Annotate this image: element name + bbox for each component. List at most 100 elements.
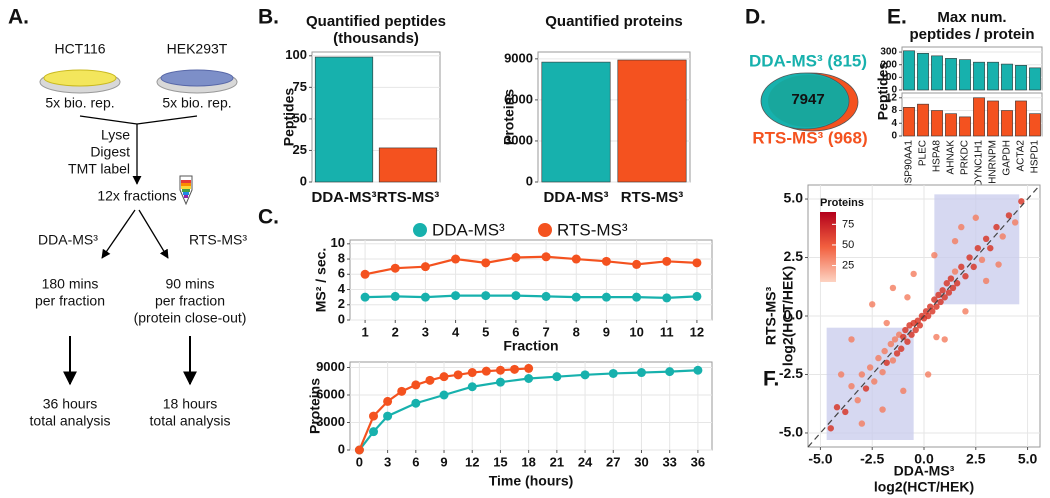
legend-label: DDA-MS³ xyxy=(432,220,505,239)
bar xyxy=(931,110,943,137)
x-tick-label: 15 xyxy=(493,454,507,469)
data-point xyxy=(933,303,940,310)
x-tick-label: AHNAK xyxy=(946,140,957,175)
y-tick-label: 6000 xyxy=(316,386,345,401)
panel-label: E. xyxy=(887,6,907,29)
y-tick-label: 9000 xyxy=(316,359,345,374)
y-axis-label: Peptides xyxy=(875,62,891,121)
data-point xyxy=(411,398,421,408)
data-point xyxy=(511,291,521,301)
data-point xyxy=(887,340,895,348)
method: DDA-MS³ xyxy=(38,232,98,248)
x-tick-label: RTS-MS³ xyxy=(377,189,440,206)
data-point xyxy=(931,296,938,303)
data-point xyxy=(580,370,590,380)
data-point xyxy=(632,292,642,302)
legend-marker xyxy=(538,223,552,237)
y-tick-label: 2 xyxy=(338,296,345,311)
data-point xyxy=(881,347,888,355)
data-point xyxy=(439,372,449,382)
data-point xyxy=(987,244,994,252)
x-tick-label: 0 xyxy=(356,454,363,469)
data-point xyxy=(966,254,973,261)
data-point xyxy=(833,404,841,411)
y-tick-label: 3000 xyxy=(316,414,345,429)
y-axis-label: Peptides xyxy=(281,88,297,147)
y-tick-label: 0 xyxy=(891,85,897,96)
data-point xyxy=(360,292,370,302)
x-axis-label: DDA-MS³ xyxy=(894,463,955,479)
y-axis-label: log2(HCT/HEK) xyxy=(780,266,796,366)
data-point xyxy=(908,331,915,338)
venn-intersection xyxy=(768,75,848,127)
x-tick-label: HSPD1 xyxy=(1030,140,1041,174)
data-point xyxy=(425,375,435,385)
data-point xyxy=(601,292,611,302)
x-axis-label: Time (hours) xyxy=(489,473,574,489)
method-time: (protein close-out) xyxy=(134,310,247,326)
data-point xyxy=(951,237,959,245)
data-point xyxy=(866,364,874,371)
data-point xyxy=(889,357,897,364)
y-tick-label: 0.0 xyxy=(784,307,804,323)
data-point xyxy=(354,445,364,455)
chart-title: Quantified peptides xyxy=(306,13,446,30)
bar xyxy=(945,113,957,137)
y-tick-label: 3000 xyxy=(504,132,533,147)
y-tick-label: 9000 xyxy=(504,50,533,65)
y-tick-label: 25 xyxy=(293,142,307,157)
data-point xyxy=(541,252,551,262)
chart-title: (thousands) xyxy=(333,30,419,47)
data-point xyxy=(481,258,491,268)
y-tick-label: 0 xyxy=(300,173,307,188)
y-tick-label: 50 xyxy=(293,110,307,125)
x-axis-label: log2(HCT/HEK) xyxy=(874,479,974,495)
data-point xyxy=(1018,198,1025,205)
y-axis-label: Proteins xyxy=(501,89,517,145)
data-point xyxy=(947,275,955,282)
x-tick-label: DDA-MS³ xyxy=(312,189,377,206)
colorbar xyxy=(820,212,836,282)
data-point xyxy=(397,386,407,396)
y-tick-label: 0 xyxy=(526,173,533,188)
series-line xyxy=(365,294,697,300)
y-tick-label: 4 xyxy=(891,118,897,129)
bar xyxy=(973,97,985,137)
data-point xyxy=(970,263,977,271)
data-point xyxy=(481,291,491,301)
step: Digest xyxy=(90,144,130,160)
data-point xyxy=(369,427,379,437)
data-point xyxy=(949,284,957,292)
x-tick-label: PLEC xyxy=(918,140,929,166)
data-point xyxy=(995,261,1002,268)
data-point xyxy=(879,368,886,376)
bar xyxy=(1015,65,1027,91)
cell-line: HCT116 xyxy=(54,41,105,57)
series-line xyxy=(358,369,698,451)
venn-label: RTS-MS³ (968) xyxy=(752,128,867,147)
bar xyxy=(617,59,687,183)
data-point xyxy=(511,253,521,263)
y-tick-label: 200 xyxy=(880,59,897,70)
y-tick-label: -2.5 xyxy=(779,365,803,381)
x-tick-label: 9 xyxy=(603,324,610,339)
data-point xyxy=(972,214,979,221)
step: TMT label xyxy=(68,161,130,177)
data-point xyxy=(931,251,938,259)
data-point xyxy=(893,350,901,357)
data-point xyxy=(510,364,520,374)
x-tick-label: -5.0 xyxy=(808,451,832,467)
method-time: 180 mins xyxy=(42,276,99,292)
y-tick-label: 8 xyxy=(338,250,345,265)
bar xyxy=(987,100,999,137)
x-tick-label: ACTA2 xyxy=(1016,140,1027,172)
legend-marker xyxy=(413,223,427,237)
y-axis-label: RTS-MS³ xyxy=(763,287,779,346)
data-point xyxy=(662,256,672,266)
bar xyxy=(1001,63,1013,91)
data-point xyxy=(524,363,534,373)
x-tick-label: 12 xyxy=(465,454,479,469)
dish-liquid xyxy=(160,69,234,87)
x-tick-label: 2 xyxy=(392,324,399,339)
bar xyxy=(378,147,438,183)
